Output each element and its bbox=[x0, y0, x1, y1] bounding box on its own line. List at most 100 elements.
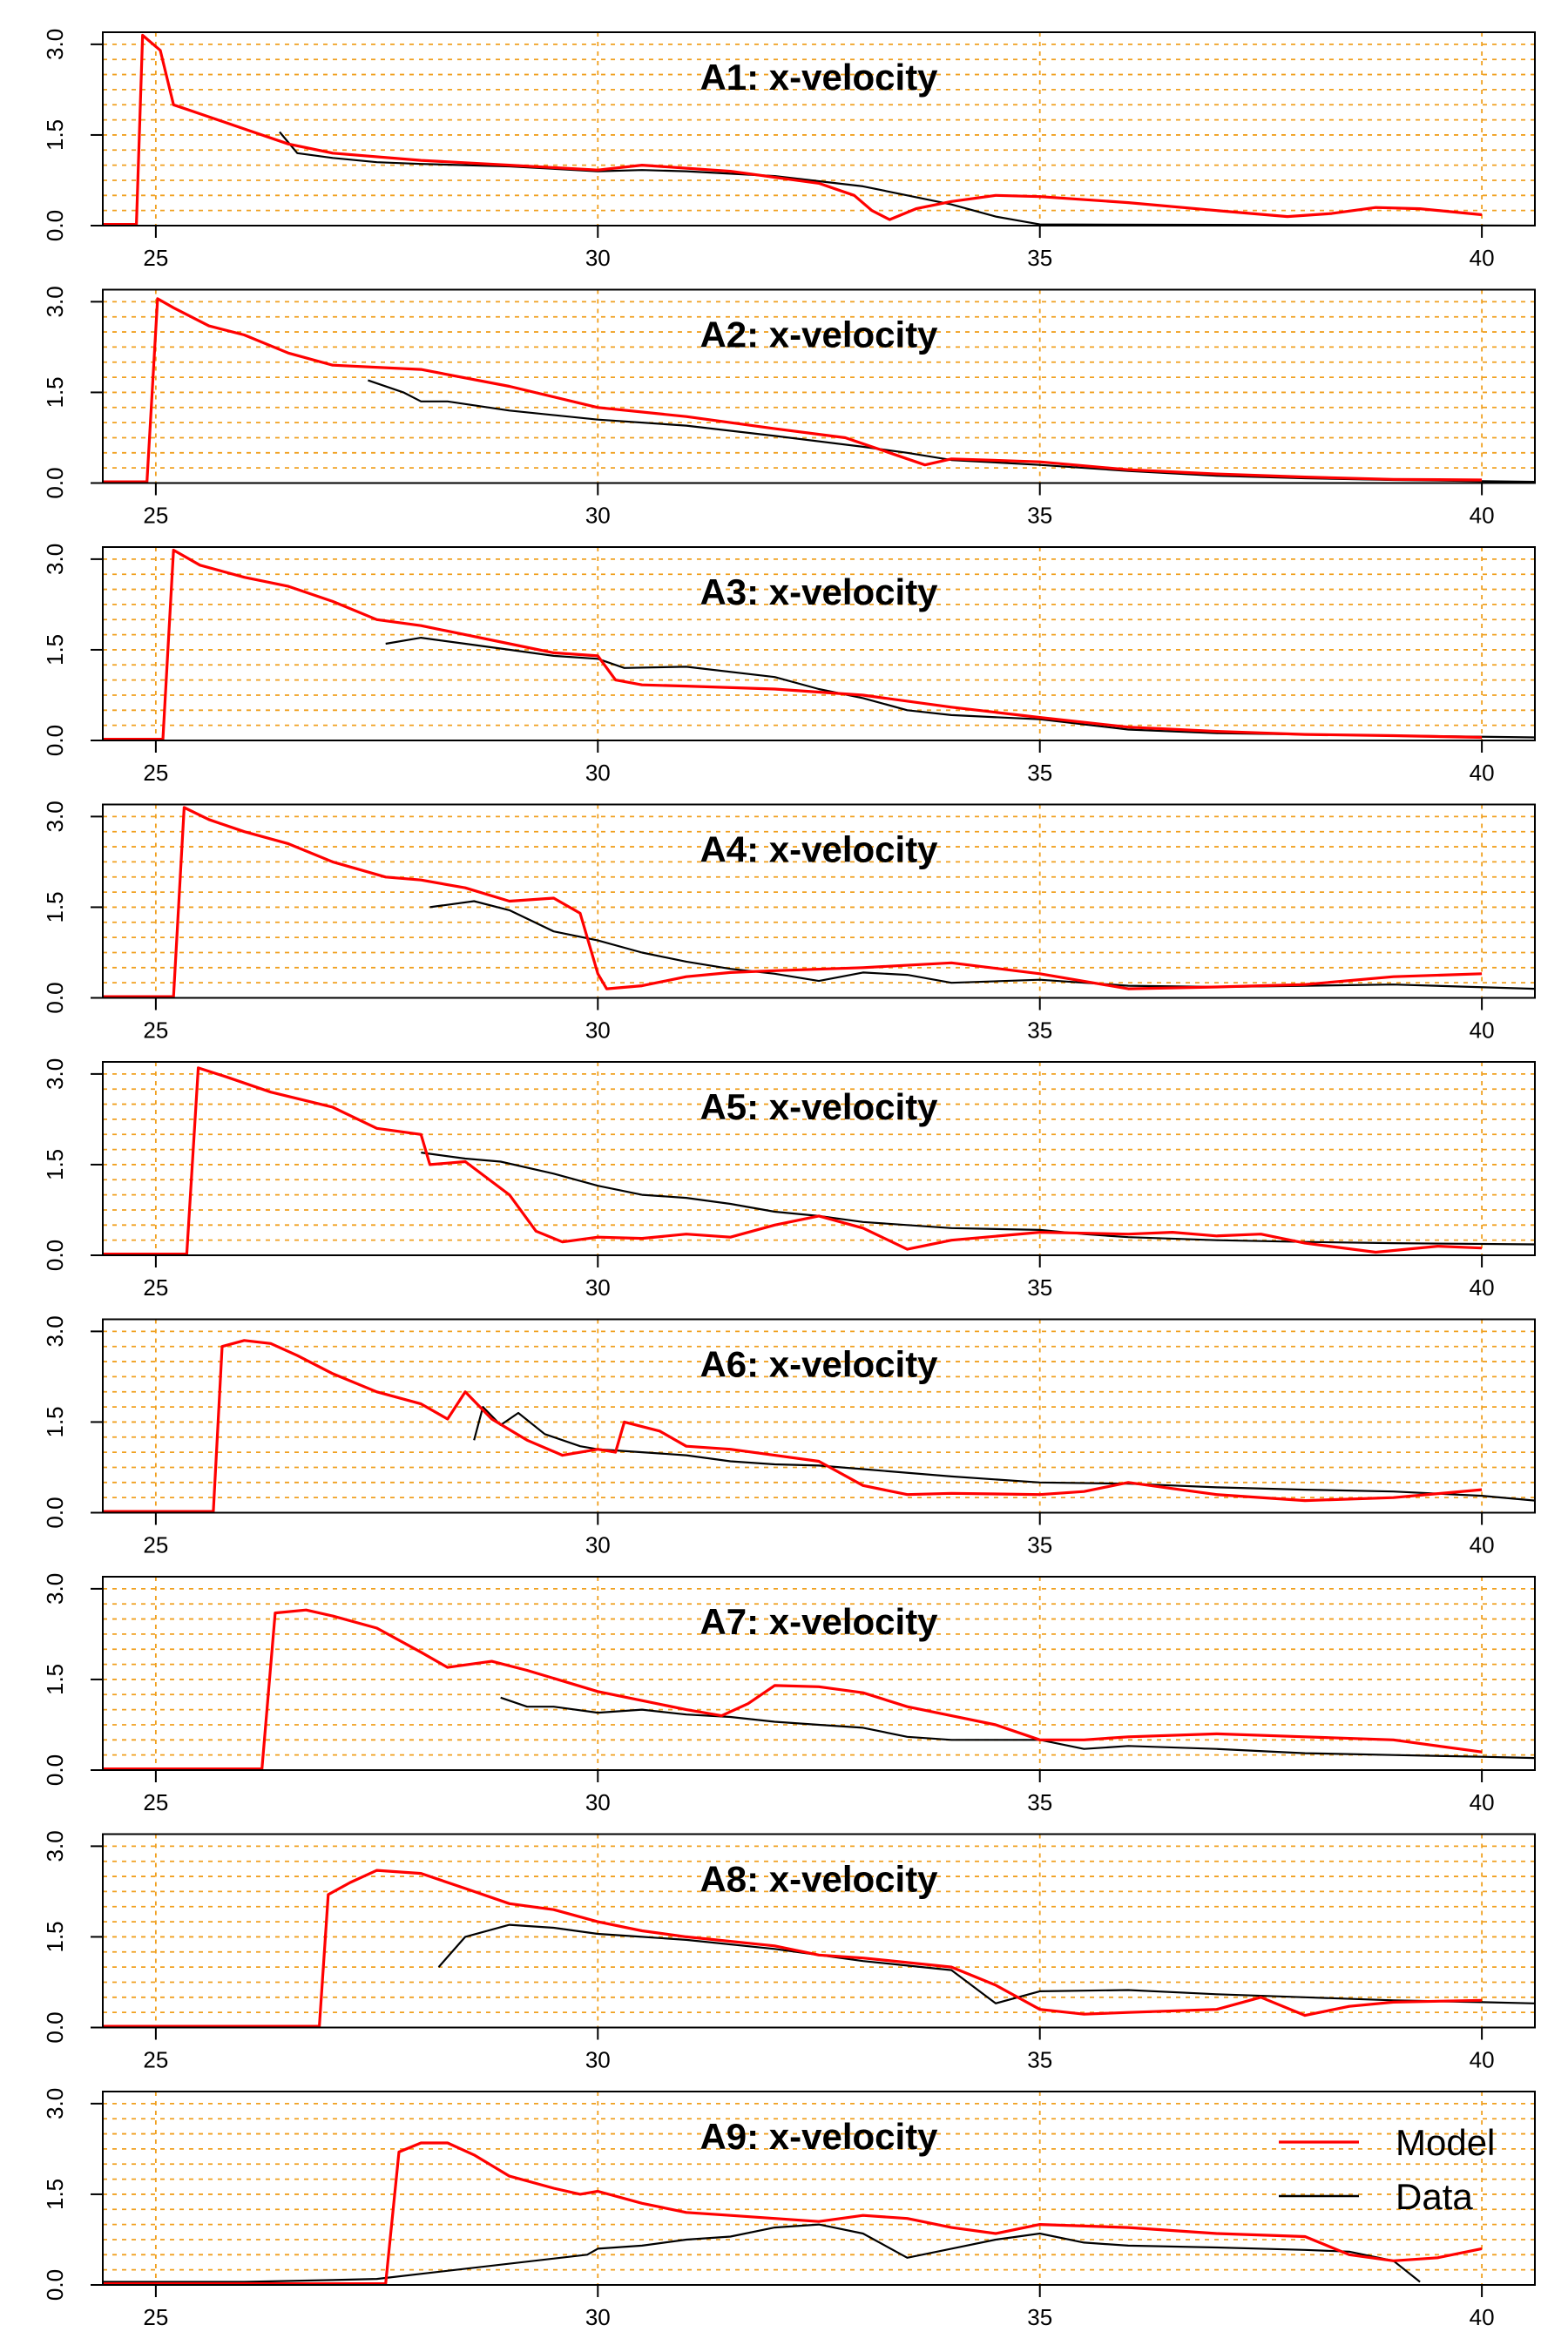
legend: Model Data bbox=[1279, 2122, 1495, 2217]
y-tick-label: 1.5 bbox=[42, 1406, 68, 1437]
y-tick-label: 1.5 bbox=[42, 1149, 68, 1180]
x-tick-label: 35 bbox=[1027, 1532, 1052, 1558]
plot-frame bbox=[102, 2091, 1536, 2286]
chart-title: A4: x-velocity bbox=[700, 829, 938, 870]
x-tick-label: 30 bbox=[585, 1789, 611, 1815]
y-tick-label: 3.0 bbox=[42, 1830, 68, 1862]
chart-panel-8: 0.0 1.5 3.0 25 30 35 40 A8: x-velocity bbox=[42, 1830, 1536, 2073]
series-line-model bbox=[103, 806, 1483, 998]
grid bbox=[103, 804, 1535, 998]
y-tick-label: 1.5 bbox=[42, 1664, 68, 1695]
y-tick-label: 3.0 bbox=[42, 1573, 68, 1605]
plot-frame bbox=[102, 288, 1536, 484]
grid bbox=[103, 1062, 1535, 1255]
y-tick-label: 3.0 bbox=[42, 286, 68, 317]
series-line-model bbox=[103, 33, 1483, 226]
chart-title: A8: x-velocity bbox=[700, 1859, 938, 1900]
chart-panel-6: 0.0 1.5 3.0 25 30 35 40 A6: x-velocity bbox=[42, 1315, 1536, 1558]
chart-panels: 0.0 1.5 3.0 25 30 35 40 A1: x-velocity 0.0 1.5 3.0… bbox=[42, 29, 1536, 2330]
chart-panel-4: 0.0 1.5 3.0 25 30 35 40 A4: x-velocity bbox=[42, 801, 1536, 1044]
grid bbox=[103, 2092, 1535, 2285]
y-tick-label: 0.0 bbox=[42, 982, 68, 1013]
y-tick-label: 3.0 bbox=[42, 2088, 68, 2119]
plot-frame bbox=[102, 1318, 1536, 1514]
series-line-model bbox=[103, 297, 1483, 483]
series-line-data bbox=[437, 1923, 1535, 2004]
plot-frame bbox=[102, 1833, 1536, 2029]
series-line-model bbox=[103, 1608, 1483, 1770]
x-tick-label: 35 bbox=[1027, 1789, 1052, 1815]
series-line-data bbox=[385, 636, 1535, 739]
x-tick-label: 40 bbox=[1470, 245, 1495, 271]
series-line-model bbox=[103, 1869, 1483, 2028]
x-tick-label: 40 bbox=[1470, 1274, 1495, 1301]
series-line-data bbox=[279, 131, 1535, 226]
x-tick-label: 30 bbox=[585, 1017, 611, 1044]
chart-title: A9: x-velocity bbox=[700, 2116, 938, 2157]
y-tick-label: 0.0 bbox=[42, 2269, 68, 2301]
x-tick-label: 40 bbox=[1470, 1532, 1495, 1558]
grid bbox=[103, 1319, 1535, 1513]
x-tick-label: 35 bbox=[1027, 1017, 1052, 1044]
plot-frame bbox=[102, 803, 1536, 999]
x-tick-label: 35 bbox=[1027, 245, 1052, 271]
x-tick-label: 35 bbox=[1027, 503, 1052, 529]
y-tick-label: 3.0 bbox=[42, 1058, 68, 1090]
y-tick-label: 1.5 bbox=[42, 1921, 68, 1952]
legend-label-data: Data bbox=[1396, 2176, 1473, 2217]
x-tick-label: 40 bbox=[1470, 2304, 1495, 2330]
x-tick-label: 25 bbox=[143, 1274, 168, 1301]
chart-panel-2: 0.0 1.5 3.0 25 30 35 40 A2: x-velocity bbox=[42, 286, 1536, 529]
series-line-data bbox=[103, 2223, 1421, 2283]
chart-panel-7: 0.0 1.5 3.0 25 30 35 40 A7: x-velocity bbox=[42, 1573, 1536, 1815]
chart-title: A3: x-velocity bbox=[700, 571, 938, 612]
y-tick-label: 0.0 bbox=[42, 1497, 68, 1528]
x-tick-label: 35 bbox=[1027, 2304, 1052, 2330]
plot-frame bbox=[102, 31, 1536, 226]
x-tick-label: 25 bbox=[143, 503, 168, 529]
y-tick-label: 3.0 bbox=[42, 544, 68, 575]
series-line-model bbox=[103, 2141, 1483, 2285]
y-tick-label: 0.0 bbox=[42, 1754, 68, 1786]
x-tick-label: 30 bbox=[585, 1274, 611, 1301]
x-tick-label: 35 bbox=[1027, 1274, 1052, 1301]
chart-panel-1: 0.0 1.5 3.0 25 30 35 40 A1: x-velocity bbox=[42, 29, 1536, 271]
y-tick-label: 0.0 bbox=[42, 210, 68, 241]
y-tick-label: 0.0 bbox=[42, 725, 68, 756]
x-tick-label: 30 bbox=[585, 760, 611, 786]
y-tick-label: 1.5 bbox=[42, 2179, 68, 2210]
y-tick-label: 0.0 bbox=[42, 1240, 68, 1271]
x-tick-label: 25 bbox=[143, 1532, 168, 1558]
y-tick-label: 3.0 bbox=[42, 29, 68, 60]
x-tick-label: 25 bbox=[143, 1789, 168, 1815]
y-tick-label: 1.5 bbox=[42, 376, 68, 408]
y-tick-label: 1.5 bbox=[42, 119, 68, 151]
x-tick-label: 25 bbox=[143, 760, 168, 786]
x-tick-label: 40 bbox=[1470, 503, 1495, 529]
x-tick-label: 35 bbox=[1027, 760, 1052, 786]
x-tick-label: 40 bbox=[1470, 760, 1495, 786]
x-tick-label: 25 bbox=[143, 245, 168, 271]
x-tick-label: 25 bbox=[143, 2047, 168, 2073]
legend-label-model: Model bbox=[1396, 2122, 1495, 2163]
x-tick-label: 35 bbox=[1027, 2047, 1052, 2073]
x-tick-label: 25 bbox=[143, 2304, 168, 2330]
chart-title: A1: x-velocity bbox=[700, 57, 938, 98]
plot-frame bbox=[102, 1576, 1536, 1771]
x-tick-label: 40 bbox=[1470, 1789, 1495, 1815]
grid bbox=[103, 547, 1535, 740]
chart-title: A5: x-velocity bbox=[700, 1086, 938, 1127]
x-tick-label: 30 bbox=[585, 245, 611, 271]
series-line-data bbox=[368, 379, 1535, 483]
y-tick-label: 3.0 bbox=[42, 801, 68, 832]
plot-frame bbox=[102, 546, 1536, 741]
x-tick-label: 30 bbox=[585, 503, 611, 529]
y-tick-label: 1.5 bbox=[42, 891, 68, 923]
series-line-model bbox=[103, 1066, 1483, 1255]
x-tick-label: 25 bbox=[143, 1017, 168, 1044]
series-line-model bbox=[103, 1339, 1483, 1513]
chart-panel-3: 0.0 1.5 3.0 25 30 35 40 A3: x-velocity bbox=[42, 544, 1536, 786]
x-tick-label: 30 bbox=[585, 2047, 611, 2073]
y-tick-label: 1.5 bbox=[42, 634, 68, 666]
